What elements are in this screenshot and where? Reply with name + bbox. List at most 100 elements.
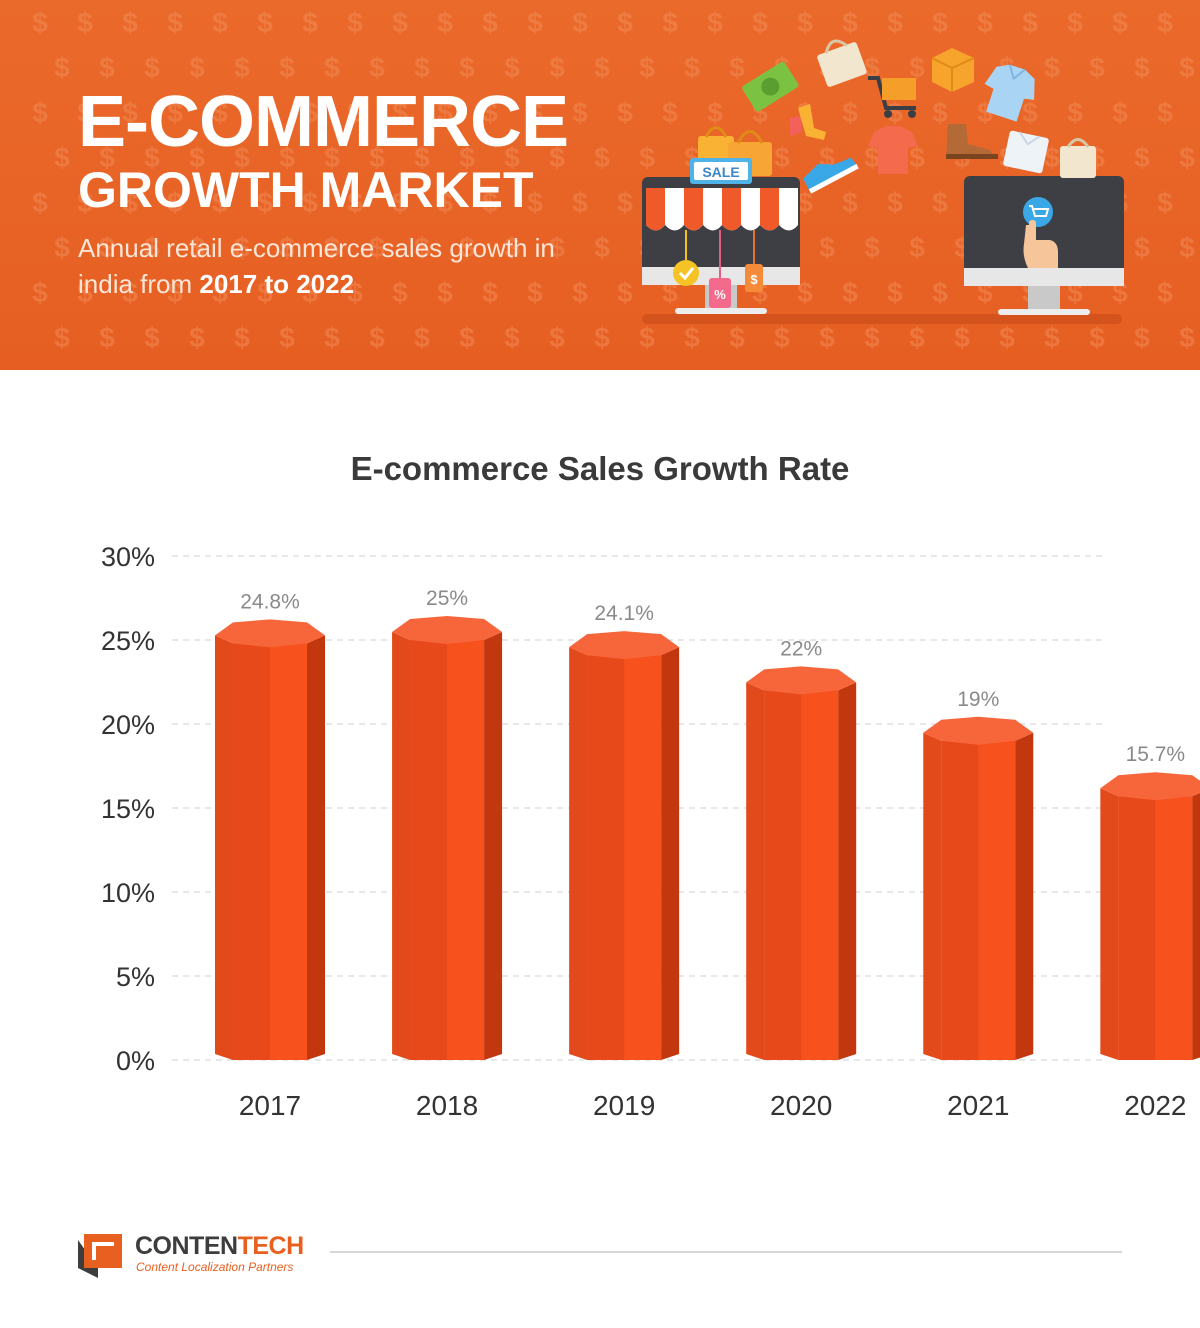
dollar-pattern-glyph: $ [99,232,115,263]
dollar-pattern-glyph: $ [1157,277,1173,308]
y-tick-label: 5% [116,962,155,992]
bar-left-face [923,732,942,1060]
bar-right-face [1015,732,1034,1060]
dollar-pattern-glyph: $ [1044,322,1060,353]
dollar-pattern-glyph: $ [32,97,48,128]
dollar-pattern-glyph: $ [144,142,160,173]
dollar-pattern-glyph: $ [887,187,903,218]
dollar-pattern-glyph: $ [302,367,318,370]
dollar-pattern-glyph: $ [347,7,363,38]
dollar-pattern-glyph: $ [909,322,925,353]
bar-left-face [569,647,588,1060]
dollar-pattern-glyph: $ [1134,322,1150,353]
dollar-pattern-glyph: $ [32,187,48,218]
bar-front-right [624,655,662,1060]
dollar-pattern-glyph: $ [122,7,138,38]
bar-left-face [746,682,765,1060]
dollar-pattern-glyph: $ [527,367,543,370]
bars-layer [215,616,1200,1060]
dollar-pattern-glyph: $ [302,187,318,218]
dollar-pattern-glyph: $ [932,97,948,128]
bar-top-cap [392,616,503,644]
bar-right-face [838,682,857,1060]
dollar-pattern-glyph: $ [1157,97,1173,128]
bar-front-left [233,643,270,1060]
dollar-pattern-glyph: $ [662,7,678,38]
dollar-pattern-glyph: $ [482,277,498,308]
dollar-pattern-glyph: $ [99,52,115,83]
dollar-pattern-glyph: $ [504,322,520,353]
box-icon [931,48,975,92]
dollar-pattern-glyph: $ [122,277,138,308]
dollar-pattern-glyph: $ [1089,52,1105,83]
y-tick-label: 30% [101,542,155,572]
dollar-pattern-glyph: $ [369,322,385,353]
dollar-pattern-glyph: $ [99,322,115,353]
dollar-pattern-glyph: $ [32,367,48,370]
dollar-pattern-glyph: $ [1044,52,1060,83]
dollar-pattern-glyph: $ [77,97,93,128]
dollar-pattern-glyph: $ [797,277,813,308]
dollar-pattern-glyph: $ [392,277,408,308]
bar [215,619,325,1060]
page-title: E-COMMERCE [78,82,569,162]
dollar-pattern-glyph: $ [594,142,610,173]
shopping-illustration: % $ SALE [642,39,1124,324]
dollar-pattern-glyph: $ [504,142,520,173]
dollar-pattern-glyph: $ [864,232,880,263]
dollar-pattern-glyph: $ [77,277,93,308]
bar-left-face [215,635,233,1060]
bar-front-left [587,655,625,1060]
dollar-pattern-glyph: $ [1157,367,1173,370]
bag-icon-small [1060,138,1096,178]
dollar-pattern-glyph: $ [1134,142,1150,173]
data-label: 24.8% [240,590,300,613]
dollar-pattern-glyph: $ [797,7,813,38]
x-axis-ticks: 2017 2018 2019 2020 2021 2022 [239,1090,1187,1121]
dollar-pattern-glyph: $ [324,52,340,83]
dollar-pattern-glyph: $ [1179,322,1195,353]
dollar-pattern-glyph: $ [954,322,970,353]
dollar-pattern-glyph: $ [437,97,453,128]
dollar-pattern-glyph: $ [482,7,498,38]
shirt-icon [984,64,1035,122]
dollar-pattern-glyph: $ [707,367,723,370]
page-subtitle: Annual retail e-commerce sales growth in… [78,230,598,302]
dollar-pattern-glyph: $ [167,277,183,308]
bar-top-cap [1100,772,1200,801]
shopping-bag-icon [817,39,867,87]
bar-front-right [801,690,839,1060]
dollar-pattern-glyph: $ [572,97,588,128]
bar-left-face [1100,788,1119,1060]
dollar-pattern-glyph: $ [1112,367,1128,370]
dollar-tag: $ [750,272,758,287]
dollar-pattern-glyph: $ [504,232,520,263]
bar [923,716,1034,1060]
dollar-pattern-glyph: $ [707,7,723,38]
dollar-pattern-glyph: $ [977,367,993,370]
dollar-pattern-glyph: $ [527,277,543,308]
cart-icon [868,76,916,118]
x-tick-label: 2020 [770,1090,832,1121]
dollar-pattern-glyph: $ [594,322,610,353]
dollar-pattern-glyph: $ [639,322,655,353]
dollar-pattern-glyph: $ [32,7,48,38]
brand-logo-icon [78,1234,122,1278]
dollar-pattern-glyph: $ [549,322,565,353]
dollar-pattern-glyph: $ [774,322,790,353]
dollar-pattern-glyph: $ [392,187,408,218]
bar-front-left [941,740,979,1060]
dollar-pattern-glyph: $ [234,142,250,173]
dollar-pattern-glyph: $ [122,97,138,128]
dollar-pattern-glyph: $ [1179,52,1195,83]
data-label: 25% [426,587,468,610]
dollar-pattern-glyph: $ [167,367,183,370]
bar-right-face [484,632,503,1060]
dollar-pattern-glyph: $ [257,367,273,370]
dollar-pattern-glyph: $ [752,7,768,38]
dollar-pattern-glyph: $ [437,277,453,308]
socks-icon [790,104,826,140]
sale-sign: SALE [702,164,739,180]
money-icon [742,61,799,112]
brand-name: CONTENTECH [135,1232,304,1261]
